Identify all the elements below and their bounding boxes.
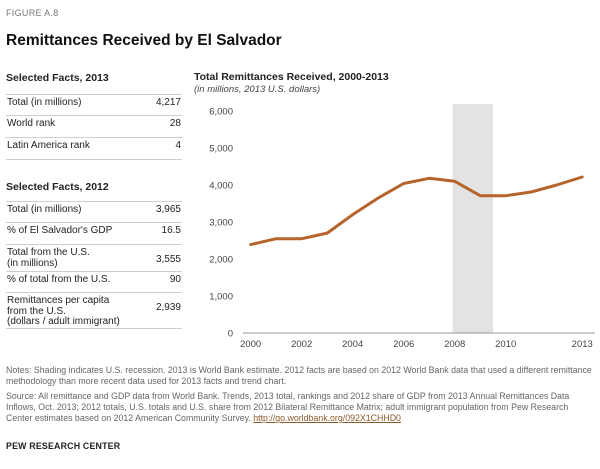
- source-link[interactable]: http://go.worldbank.org/092X1CHHD0: [253, 413, 401, 423]
- y-tick-label: 6,000: [209, 107, 233, 118]
- table-top-rule: [6, 94, 182, 95]
- y-tick-label: 3,000: [209, 218, 233, 229]
- x-tick-label: 2000: [240, 339, 261, 350]
- fact-row: % of El Salvador's GDP 16.5: [6, 223, 182, 245]
- fact-row: Total (in millions) 4,217: [6, 95, 182, 116]
- fact-value: 4: [175, 140, 181, 151]
- y-tick-label: 4,000: [209, 181, 233, 192]
- x-tick-label: 2002: [291, 339, 312, 350]
- fact-value: 3,965: [155, 204, 181, 215]
- fact-label: % of El Salvador's GDP: [7, 225, 113, 236]
- fact-row: % of total from the U.S. 90: [6, 272, 182, 293]
- fact-value: 3,555: [155, 254, 181, 265]
- x-tick-label: 2008: [444, 339, 465, 350]
- fact-label: Total (in millions): [7, 204, 82, 215]
- x-tick-label: 2004: [342, 339, 363, 350]
- fact-row: Total from the U.S. (in millions) 3,555: [6, 245, 182, 272]
- y-tick-label: 1,000: [209, 292, 233, 303]
- fact-row: World rank 28: [6, 116, 182, 138]
- fact-label: % of total from the U.S.: [7, 274, 111, 285]
- fact-label: World rank: [7, 118, 56, 129]
- series-line: [249, 175, 584, 247]
- x-tick-label: 2006: [393, 339, 414, 350]
- notes-text: Notes: Shading indicates U.S. recession.…: [6, 365, 592, 386]
- x-tick-label: 2010: [495, 339, 516, 350]
- chart-title: Total Remittances Received, 2000-2013: [194, 71, 389, 83]
- page-title: Remittances Received by El Salvador: [6, 32, 282, 49]
- fact-value: 4,217: [155, 97, 181, 108]
- fact-value: 90: [169, 274, 181, 285]
- footer-credit: PEW RESEARCH CENTER: [6, 441, 121, 451]
- fact-value: 28: [169, 118, 181, 129]
- fact-row: Remittances per capita from the U.S. (do…: [6, 293, 182, 329]
- fact-label: Latin America rank: [7, 140, 90, 151]
- fact-value: 2,939: [155, 302, 181, 313]
- facts-2013-heading: Selected Facts, 2013: [6, 72, 109, 84]
- source-text: Source: All remittance and GDP data from…: [6, 391, 570, 423]
- chart-subtitle: (in millions, 2013 U.S. dollars): [194, 84, 321, 95]
- fact-row: Latin America rank 4: [6, 138, 182, 160]
- fact-label: Remittances per capita from the U.S. (do…: [7, 295, 120, 327]
- fact-label: Total (in millions): [7, 97, 82, 108]
- table-top-rule: [6, 201, 182, 202]
- fact-value: 16.5: [161, 225, 181, 236]
- x-tick-label: 2013: [572, 339, 593, 350]
- source-text-block: Source: All remittance and GDP data from…: [6, 391, 596, 424]
- y-tick-label: 0: [228, 329, 233, 340]
- fact-row: Total (in millions) 3,965: [6, 202, 182, 223]
- recession-shading: [452, 104, 493, 333]
- facts-2012-heading: Selected Facts, 2012: [6, 181, 109, 193]
- figure-label: FIGURE A.8: [6, 8, 59, 18]
- y-tick-label: 5,000: [209, 144, 233, 155]
- fact-label: Total from the U.S. (in millions): [7, 247, 90, 269]
- y-tick-label: 2,000: [209, 255, 233, 266]
